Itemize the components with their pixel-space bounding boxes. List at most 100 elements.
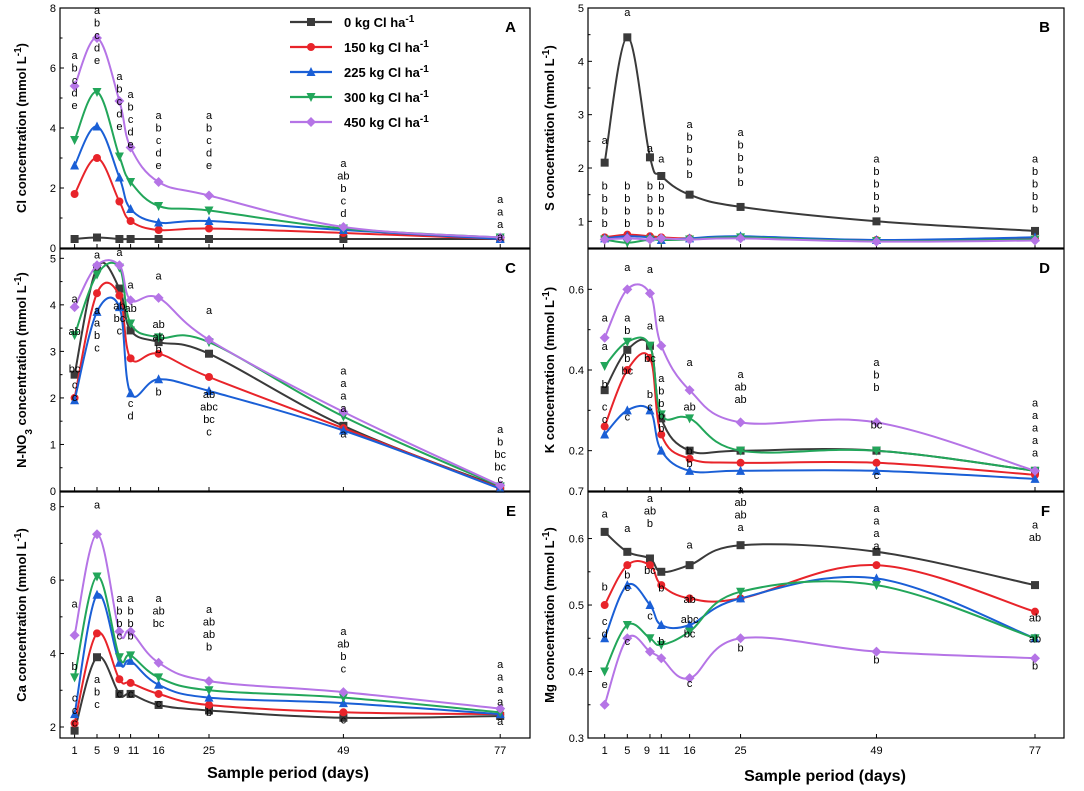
panel-e-series-4-point <box>92 529 102 540</box>
panel-d-sig-letter: a <box>1032 435 1039 447</box>
panel-e-series-3-line <box>73 575 501 714</box>
panel-a-series-0-point <box>339 235 348 243</box>
panel-c-series-1-point <box>126 354 135 363</box>
panel-a-series-3-point <box>70 136 80 145</box>
panel-c-sig-letter: ab <box>203 389 215 401</box>
panel-b-series-4-point <box>656 233 667 244</box>
panel-c-sig-letter: c <box>94 343 100 355</box>
panel-b-ytick-label: 3 <box>578 110 584 122</box>
panel-e-sig-letter: b <box>116 618 122 630</box>
panel-c-series-2-point <box>154 374 164 384</box>
panel-d-sig-letter: a <box>602 341 609 353</box>
panel-d-series-1-point <box>657 430 666 439</box>
panel-a-sig-letter: d <box>340 208 346 220</box>
panel-a-sig-letter: c <box>72 75 78 87</box>
panel-b-sig-letter: b <box>1032 191 1038 203</box>
panel-d-sig-letter: b <box>687 446 693 458</box>
panel-c-sig-letter: ab <box>124 303 136 315</box>
panel-c-sig-letter: a <box>94 249 101 261</box>
panel-c-ytick-label: 2 <box>50 393 56 405</box>
panel-b-sig-letter: b <box>687 169 693 181</box>
panel-b-y-axis-title: S concentration (mmol L-1) <box>541 45 558 211</box>
panel-b-series-0-line <box>603 36 1036 232</box>
panel-f-series-3-point <box>622 620 632 630</box>
panel-f-sig-letter: a <box>738 484 745 496</box>
panel-b-ytick-label: 4 <box>578 56 584 68</box>
panel-b-series-4-point <box>684 234 695 245</box>
panel-e-series-4-point <box>204 676 214 687</box>
panel-d-sig-letter: a <box>658 373 665 385</box>
panel-a-series-0-point <box>126 235 135 243</box>
panel-a-series-1-point <box>205 224 213 233</box>
panel-e-series-2-point <box>126 655 136 665</box>
panel-a-series-2-point <box>70 160 80 170</box>
panel-b-series-0-point <box>685 190 694 199</box>
panel-e-y-axis-title: Ca concentration (mmol L-1) <box>13 528 30 702</box>
panel-f-series-3-point <box>736 587 746 597</box>
panel-d-series-2-point <box>685 465 695 475</box>
legend-item-0: 0 kg Cl ha-1 <box>290 14 415 30</box>
panel-d-series-2-point <box>600 429 610 439</box>
panel-f-sig-letter: b <box>658 583 664 595</box>
panel-c-letter: C <box>505 260 516 277</box>
panel-a-series-3-point <box>92 88 102 97</box>
panel-a-series-1-point <box>93 154 101 162</box>
panel-c-series-1-point <box>205 372 213 381</box>
panel-f-xtick-label: 16 <box>683 745 695 757</box>
panel-a-series-1-point <box>70 190 79 198</box>
panel-c-ytick-label: 3 <box>50 346 56 358</box>
panel-e-sig-letter: a <box>116 593 123 605</box>
panel-f-series-2-point <box>871 573 881 583</box>
panel-a-sig-letter: a <box>72 50 79 62</box>
panel-e-sig-letter: a <box>94 674 101 686</box>
panel-a-sig-letter: d <box>72 88 78 100</box>
panel-c-series-4-point <box>153 292 164 303</box>
panel-a-sig-letter: e <box>156 160 162 172</box>
panel-a-series-3-point <box>154 202 164 211</box>
panel-f-series-4-line <box>603 634 1036 706</box>
panel-d-sig-letter: b <box>873 382 879 394</box>
panel-f-xtick-label: 11 <box>659 745 670 757</box>
panel-a-series-1-point <box>154 226 163 234</box>
panel-b-sig-letter: b <box>738 177 744 189</box>
panel-e-sig-letter: c <box>128 689 134 701</box>
panel-c-series-0-point <box>126 326 135 335</box>
panel-e-series-0-point <box>126 689 135 698</box>
panel-b-series-0-point <box>736 202 745 211</box>
panel-f-series-4-point <box>599 699 610 710</box>
panel-e-series-2-point <box>338 698 348 708</box>
panel-e-series-2 <box>70 589 505 719</box>
panel-c-series-2-point <box>70 395 80 405</box>
panel-f-sig-letter: a <box>873 528 880 540</box>
panel-b-sig-letter: b <box>1032 166 1038 178</box>
panel-e-series-1-point <box>205 700 213 709</box>
panel-d-series-1 <box>600 352 1040 479</box>
panel-c-sig-letter: a <box>94 305 101 317</box>
panel-c-sig-letter: abc <box>200 401 218 413</box>
panel-e-series-4-point <box>114 626 125 637</box>
panel-b-sig-letter: b <box>687 157 693 169</box>
panel-e-series-4-point <box>69 630 80 641</box>
panel-a-series-1 <box>70 154 505 243</box>
panel-f-sig-letter: ab <box>1029 613 1041 625</box>
panel-e-sig-letter: a <box>497 697 504 709</box>
panel-a-sig-letter: c <box>206 135 212 147</box>
panel-e-sig-letter: ab <box>203 617 215 629</box>
panel-b-sig-letter: a <box>658 154 665 166</box>
panel-c-series-3-point <box>92 270 102 280</box>
panel-e-series-2-point <box>92 589 102 599</box>
legend-label-4: 450 kg Cl ha-1 <box>344 114 429 131</box>
panel-e-xtick-label: 5 <box>94 745 100 757</box>
panel-d-series-4-point <box>871 417 882 428</box>
panel-e-series-3-point <box>126 651 136 661</box>
panel-f-ytick-label: 0.6 <box>569 534 584 546</box>
panel-a-series-4-point <box>92 33 102 43</box>
panel-b-sig-letter: b <box>658 180 664 192</box>
panel-f-series-0-point <box>645 554 654 563</box>
panel-c-sig-letter: c <box>72 392 78 404</box>
panel-c-y-axis-title: N-NO3 concentration (mmol L-1) <box>13 272 35 468</box>
panel-c-series-2-point <box>126 388 136 398</box>
panel-f-series-0-point <box>1031 581 1040 590</box>
panel-e-series-3-point <box>338 693 348 703</box>
panel-b-sig-letter: b <box>873 166 879 178</box>
